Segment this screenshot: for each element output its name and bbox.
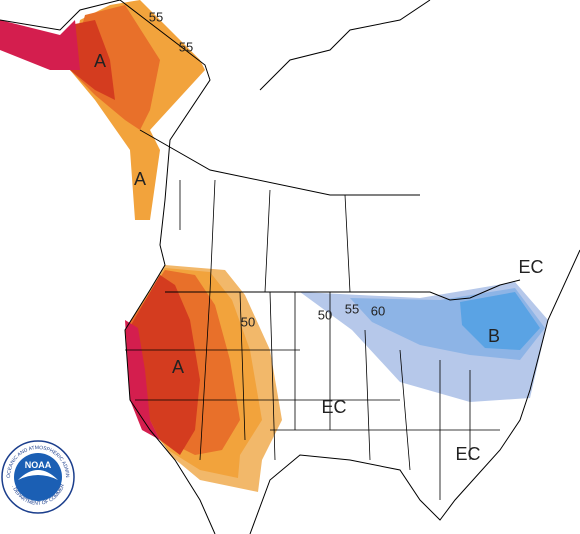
above-60 bbox=[70, 20, 115, 100]
map-label: 55 bbox=[149, 9, 163, 24]
map-label: B bbox=[488, 326, 500, 346]
above-70 bbox=[0, 20, 80, 70]
logo-ring-bottom: U.S. DEPARTMENT OF COMMERCE bbox=[0, 0, 66, 507]
noaa-logo: NOAA NATIONAL OCEANIC AND ATMOSPHERIC AD… bbox=[0, 0, 75, 514]
map-label: A bbox=[134, 169, 146, 189]
logo-ring-top: NATIONAL OCEANIC AND ATMOSPHERIC ADMINIS… bbox=[0, 0, 70, 478]
map-label: 50 bbox=[318, 307, 332, 322]
shading bbox=[0, 0, 548, 492]
state-lines bbox=[125, 179, 500, 500]
map-label: EC bbox=[455, 444, 480, 464]
map-label: 50 bbox=[241, 314, 255, 329]
border bbox=[139, 0, 521, 301]
map-label: 60 bbox=[371, 303, 385, 318]
map-label: A bbox=[172, 357, 184, 377]
map-label: A bbox=[94, 51, 106, 71]
map-label: 55 bbox=[345, 301, 359, 316]
map-label: EC bbox=[518, 257, 543, 277]
logo-gull bbox=[18, 470, 58, 480]
logo-disc bbox=[14, 453, 62, 501]
labels: 55 55 A A 50 A 50 55 60 B EC EC EC bbox=[94, 9, 544, 463]
below-50 bbox=[460, 292, 540, 350]
map-label: 55 bbox=[179, 39, 193, 54]
logo-acronym: NOAA bbox=[25, 460, 52, 470]
map-label: EC bbox=[321, 397, 346, 417]
